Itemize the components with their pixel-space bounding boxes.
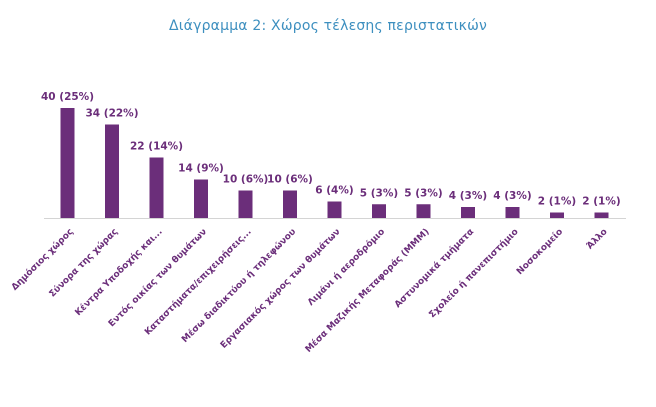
chart-title: Διάγραμμα 2: Χώρος τέλεσης περιστατικών	[168, 18, 488, 34]
bar-5	[283, 190, 297, 218]
data-label-8: 5 (3%)	[404, 187, 442, 199]
category-label-12: Άλλο	[585, 227, 610, 252]
category-label-2: Κέντρα Υποδοχής και...	[73, 226, 165, 318]
bar-3	[194, 179, 208, 218]
bar-9	[461, 207, 475, 218]
bar-1	[105, 124, 119, 218]
bar-6	[327, 201, 342, 218]
category-label-11: Νοσοκομείο	[514, 226, 565, 277]
data-label-4: 10 (6%)	[223, 174, 269, 186]
bar-11	[550, 212, 564, 218]
category-label-10: Σχολείο ή πανεπιστήμιο	[427, 226, 521, 320]
bar-0	[60, 108, 75, 218]
bar-2	[149, 157, 164, 218]
data-label-10: 4 (3%)	[493, 190, 531, 202]
data-label-2: 22 (14%)	[130, 141, 183, 153]
data-label-9: 4 (3%)	[449, 190, 487, 202]
data-label-1: 34 (22%)	[86, 108, 139, 120]
data-label-12: 2 (1%)	[582, 196, 620, 208]
category-label-9: Αστυνομικά τμήματα	[393, 227, 476, 310]
category-label-3: Εντός οικίας των θυμάτων	[106, 226, 209, 329]
bar-7	[372, 204, 386, 218]
data-label-6: 6 (4%)	[315, 185, 353, 197]
bar-4	[238, 190, 253, 218]
data-label-3: 14 (9%)	[178, 163, 224, 175]
bar-12	[594, 212, 609, 218]
data-label-11: 2 (1%)	[538, 196, 576, 208]
data-label-0: 40 (25%)	[41, 91, 94, 103]
category-label-7: Λιμάνι ή αεροδρόμιο	[305, 226, 387, 308]
bar-8	[416, 204, 431, 218]
bar-10	[505, 207, 520, 218]
data-label-7: 5 (3%)	[360, 187, 398, 199]
data-label-5: 10 (6%)	[267, 174, 313, 186]
